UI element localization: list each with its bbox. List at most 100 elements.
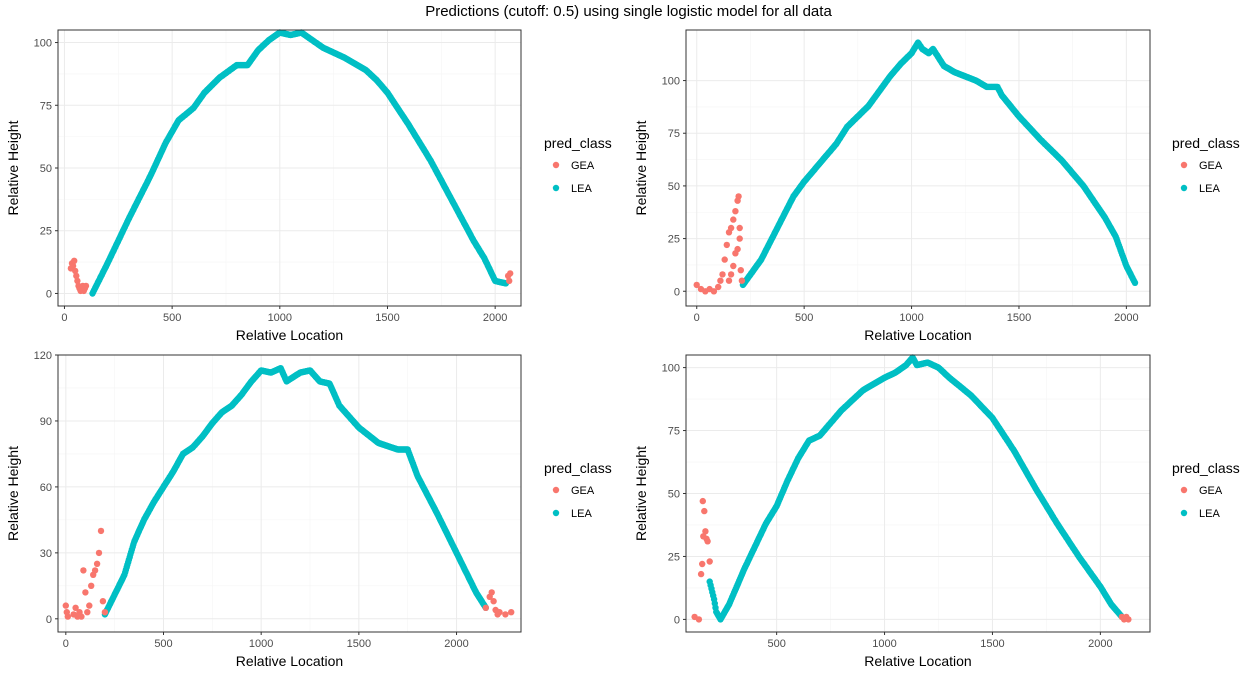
- x-tick-label: 1500: [1007, 312, 1031, 324]
- data-point-gea: [82, 589, 89, 596]
- series-lea: [706, 354, 1126, 623]
- data-point-gea: [736, 235, 743, 242]
- legend-key-gea: [552, 161, 560, 169]
- chart-panel-4: 500 1000 1500 2000 0 25 50 75 100 Relative Locati…: [633, 354, 1240, 669]
- legend-label-gea: GEA: [571, 485, 595, 497]
- x-tick-label: 500: [767, 638, 785, 650]
- x-tick-label: 1000: [268, 312, 292, 324]
- series-gea: [62, 527, 515, 620]
- legend-label-lea: LEA: [571, 183, 592, 195]
- data-point-gea: [507, 270, 514, 277]
- y-tick-label: 50: [668, 489, 680, 501]
- chart-panel-2: 0 500 1000 1500 2000 0 25 50 75 100 Relative Locat…: [633, 29, 1240, 343]
- y-tick-label: 75: [40, 100, 52, 112]
- y-tick-label: 100: [662, 76, 680, 88]
- chart-panel-3: 0 500 1000 1500 2000 0 30 60 90 120 Relative Locat…: [5, 350, 612, 669]
- x-tick-label: 0: [63, 638, 69, 650]
- data-point-gea: [730, 262, 737, 270]
- data-point-gea: [91, 567, 99, 574]
- data-point-gea: [84, 609, 91, 616]
- x-tick-label: 1000: [249, 638, 273, 650]
- data-point-gea: [482, 604, 489, 611]
- data-point-gea: [721, 256, 728, 263]
- legend-key-gea: [1180, 486, 1188, 494]
- data-point-gea: [72, 267, 79, 275]
- data-point-gea: [737, 267, 744, 274]
- data-point-gea: [78, 613, 85, 620]
- data-point-gea: [64, 613, 72, 620]
- data-point-gea: [702, 528, 709, 535]
- legend-label-gea: GEA: [1199, 160, 1223, 172]
- data-point-gea: [693, 281, 700, 289]
- legend: pred_class GEA LEA: [1172, 460, 1240, 520]
- series-lea: [101, 365, 489, 618]
- data-point-gea: [715, 283, 722, 291]
- page-title: Predictions (cutoff: 0.5) using single l…: [425, 3, 832, 20]
- x-tick-label: 1500: [980, 638, 1004, 650]
- y-tick-label: 90: [40, 416, 52, 428]
- x-tick-label: 500: [795, 312, 813, 324]
- x-tick-label: 0: [61, 312, 67, 324]
- data-point-gea: [73, 272, 80, 280]
- y-tick-label: 50: [668, 181, 680, 193]
- data-point-gea: [710, 288, 718, 295]
- data-point-gea: [88, 582, 95, 589]
- data-point-gea: [490, 598, 497, 605]
- legend-title: pred_class: [544, 135, 612, 151]
- data-point-gea: [101, 609, 109, 616]
- data-point-gea: [732, 208, 739, 215]
- data-point-gea: [86, 602, 93, 609]
- y-tick-label: 25: [668, 234, 680, 246]
- y-axis-title: Relative Height: [5, 446, 21, 541]
- data-point-gea: [725, 277, 733, 284]
- data-point-gea: [727, 271, 735, 278]
- data-point-gea: [62, 602, 69, 609]
- data-point-gea: [727, 224, 735, 232]
- data-point-gea: [95, 549, 103, 557]
- y-axis-title: Relative Height: [633, 120, 649, 215]
- series-lea: [739, 39, 1139, 289]
- panel-border: [57, 354, 522, 633]
- legend-key-lea: [1180, 184, 1188, 192]
- x-tick-label: 500: [163, 312, 181, 324]
- legend-key-gea: [1180, 161, 1188, 169]
- x-tick-label: 2000: [444, 638, 468, 650]
- data-point-gea: [695, 616, 703, 623]
- x-axis-title: Relative Location: [864, 653, 971, 669]
- data-point-gea: [69, 262, 77, 270]
- data-point-gea: [496, 609, 503, 616]
- data-point-gea: [717, 277, 724, 284]
- data-point-gea: [1125, 616, 1132, 623]
- x-tick-label: 0: [694, 312, 700, 324]
- data-point-gea: [93, 560, 101, 567]
- legend: pred_class GEA LEA: [544, 135, 612, 195]
- data-point-gea: [699, 497, 706, 505]
- series-gea: [693, 193, 746, 295]
- legend-label-gea: GEA: [571, 160, 595, 172]
- legend-label-gea: GEA: [1199, 485, 1223, 497]
- x-tick-label: 1500: [347, 638, 371, 650]
- panel-border: [685, 29, 1151, 307]
- y-tick-label: 75: [668, 426, 680, 438]
- legend: pred_class GEA LEA: [544, 460, 612, 520]
- data-point-gea: [97, 527, 105, 535]
- x-tick-label: 1000: [872, 638, 896, 650]
- data-point-gea: [508, 609, 515, 616]
- data-point-gea: [506, 277, 513, 285]
- data-point-gea: [488, 589, 495, 596]
- data-point-gea: [704, 538, 711, 545]
- y-tick-label: 100: [662, 363, 680, 375]
- y-tick-label: 0: [46, 288, 52, 300]
- x-tick-label: 2000: [1114, 312, 1138, 324]
- series-gea: [691, 497, 1132, 623]
- x-tick-label: 500: [154, 638, 172, 650]
- legend-key-lea: [552, 184, 560, 192]
- data-point-gea: [697, 570, 705, 578]
- legend-label-lea: LEA: [1199, 183, 1220, 195]
- y-tick-label: 0: [46, 614, 52, 626]
- data-point-gea: [706, 558, 713, 565]
- data-point-gea: [730, 216, 737, 223]
- x-tick-label: 2000: [1088, 638, 1112, 650]
- legend-title: pred_class: [544, 460, 612, 476]
